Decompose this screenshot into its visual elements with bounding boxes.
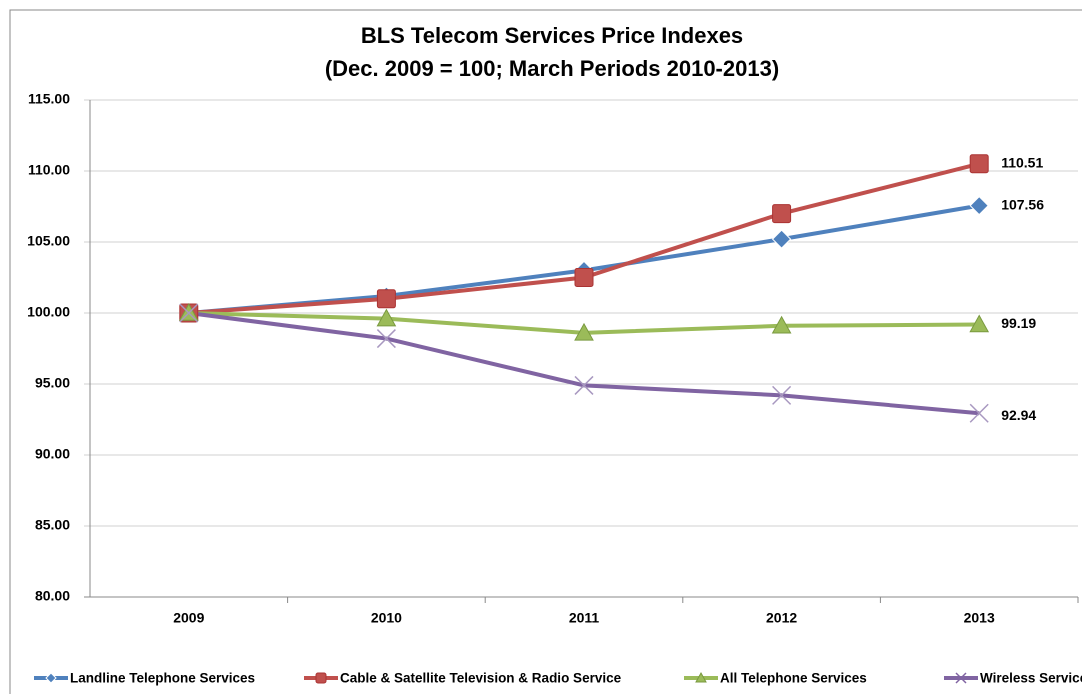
marker	[574, 375, 594, 395]
y-tick-label: 110.00	[28, 162, 70, 178]
marker	[574, 322, 594, 341]
y-tick-label: 95.00	[35, 375, 70, 391]
marker	[695, 671, 707, 683]
legend-label: Wireless Service	[980, 671, 1082, 686]
y-tick-label: 85.00	[35, 517, 70, 533]
marker	[179, 303, 199, 323]
x-tick-label: 2012	[766, 610, 797, 626]
y-tick-label: 115.00	[28, 91, 70, 107]
marker	[969, 195, 989, 216]
data-label: 99.19	[1001, 315, 1036, 331]
legend-label: Cable & Satellite Television & Radio Ser…	[340, 671, 622, 686]
marker	[772, 385, 792, 405]
marker	[969, 154, 989, 174]
marker	[771, 315, 792, 334]
marker	[969, 403, 989, 423]
x-tick-label: 2010	[371, 610, 402, 626]
y-tick-label: 90.00	[35, 446, 70, 462]
chart-border	[9, 9, 1082, 699]
chart-subtitle: (Dec. 2009 = 100; March Periods 2010-201…	[325, 56, 779, 81]
y-tick-label: 105.00	[27, 233, 70, 249]
marker	[376, 289, 396, 309]
data-label: 92.94	[1001, 407, 1036, 423]
marker	[772, 204, 792, 224]
marker	[45, 672, 57, 684]
marker	[574, 268, 594, 287]
x-tick-label: 2009	[173, 610, 204, 626]
data-label: 107.56	[1001, 196, 1044, 212]
x-tick-label: 2011	[569, 610, 600, 626]
marker	[955, 672, 967, 684]
chart-title: BLS Telecom Services Price Indexes	[361, 23, 743, 48]
marker	[315, 672, 327, 684]
marker	[771, 229, 792, 249]
y-tick-label: 80.00	[35, 588, 70, 604]
marker	[376, 308, 397, 327]
marker	[376, 329, 396, 349]
marker	[969, 314, 990, 333]
legend-label: Landline Telephone Services	[70, 671, 255, 686]
x-tick-label: 2013	[964, 610, 995, 626]
y-tick-label: 100.00	[27, 304, 70, 320]
legend-label: All Telephone Services	[720, 671, 867, 686]
data-label: 110.51	[1001, 154, 1043, 170]
